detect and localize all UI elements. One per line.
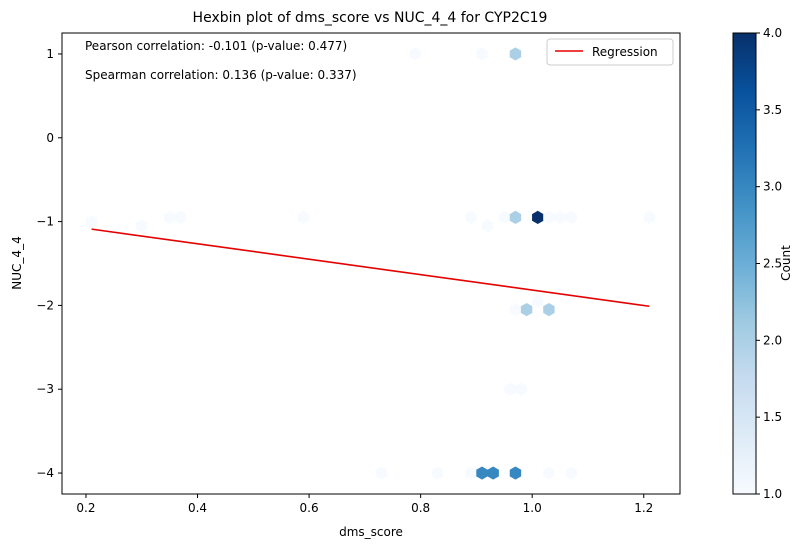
hexbin-cell-4 xyxy=(136,219,148,233)
colorbar-tick-label-5: 3.5 xyxy=(763,103,782,117)
plot-background xyxy=(62,33,680,494)
hexbin-cell-0 xyxy=(409,47,421,61)
hexbin-cell-29 xyxy=(543,466,555,480)
hexbin-cell-16 xyxy=(643,210,656,224)
hexbin-cell-27 xyxy=(487,466,499,480)
x-tick-label-4: 1.0 xyxy=(523,501,542,515)
hexbin-cell-15 xyxy=(565,210,577,224)
legend-box xyxy=(546,38,674,66)
x-tick-label-5: 1.2 xyxy=(634,501,653,515)
hexbin-cell-28 xyxy=(509,466,522,480)
hexbin-cell-10 xyxy=(498,210,511,224)
chart-title: Hexbin plot of dms_score vs NUC_4_4 for … xyxy=(193,10,548,26)
hexbin-cell-30 xyxy=(565,466,577,480)
x-tick-label-2: 0.6 xyxy=(300,501,319,515)
hexbin-cell-23 xyxy=(375,466,388,480)
hexbin-cell-22 xyxy=(515,382,527,396)
hexbin-cell-2 xyxy=(509,47,522,61)
colorbar-tick-label-6: 4.0 xyxy=(763,26,782,40)
x-axis-label: dms_score xyxy=(339,525,403,539)
legend: Regression xyxy=(546,38,674,66)
plot-frame xyxy=(61,32,681,495)
hexbin-cell-6 xyxy=(175,210,187,224)
y-axis-ticks: 1 0 −1 −2 −3 −4 xyxy=(36,47,62,480)
hexbin-cell-5 xyxy=(163,210,176,224)
pearson-annotation: Pearson correlation: -0.101 (p-value: 0.… xyxy=(85,39,347,53)
plot-area xyxy=(61,32,681,495)
hexbin-cell-7 xyxy=(297,210,310,224)
hexbin-cells xyxy=(85,47,656,480)
hexbin-cell-20 xyxy=(543,303,555,317)
colorbar-tick-label-3: 2.5 xyxy=(763,257,782,271)
hexbin-cell-18 xyxy=(520,303,533,317)
x-tick-label-0: 0.2 xyxy=(76,501,95,515)
hexbin-cell-14 xyxy=(554,210,566,224)
colorbar-tick-label-0: 1.0 xyxy=(763,487,782,501)
hexbin-cell-26 xyxy=(476,466,488,480)
hexbin-cell-12 xyxy=(532,210,544,224)
x-axis-ticks: 0.2 0.4 0.6 0.8 1.0 1.2 xyxy=(76,494,653,515)
hexbin-cell-8 xyxy=(465,210,477,224)
hexbin-cell-1 xyxy=(476,47,488,61)
colorbar: 1.0 1.5 2.0 2.5 3.0 3.5 4.0 Count xyxy=(732,26,793,501)
hexbin-cell-3 xyxy=(85,214,98,229)
x-tick-label-1: 0.4 xyxy=(188,501,207,515)
colorbar-tick-label-2: 2.0 xyxy=(763,333,782,347)
y-tick-label-0: 1 xyxy=(46,47,54,61)
colorbar-tick-label-1: 1.5 xyxy=(763,410,782,424)
y-tick-label-2: −1 xyxy=(36,215,54,229)
y-axis-label: NUC_4_4 xyxy=(10,236,24,289)
hexbin-cell-9 xyxy=(481,219,494,233)
y-tick-label-4: −3 xyxy=(36,382,54,396)
hexbin-cell-11 xyxy=(509,210,522,224)
y-tick-label-1: 0 xyxy=(46,131,54,145)
colorbar-tick-label-4: 3.0 xyxy=(763,180,782,194)
colorbar-gradient xyxy=(732,32,757,495)
spearman-annotation: Spearman correlation: 0.136 (p-value: 0.… xyxy=(85,68,357,82)
hexbin-cell-25 xyxy=(465,466,477,480)
hexbin-cell-24 xyxy=(431,466,444,480)
y-tick-label-3: −2 xyxy=(36,298,54,312)
legend-regression-label: Regression xyxy=(592,45,658,59)
hexbin-cell-13 xyxy=(543,210,555,224)
hexbin-cell-17 xyxy=(509,303,522,317)
colorbar-ticks: 1.0 1.5 2.0 2.5 3.0 3.5 4.0 xyxy=(756,26,782,501)
y-tick-label-5: −4 xyxy=(36,466,54,480)
x-tick-label-3: 0.8 xyxy=(411,501,430,515)
regression-line xyxy=(91,228,650,308)
hexbin-cell-21 xyxy=(504,382,516,396)
hexbin-cell-19 xyxy=(532,294,544,308)
colorbar-label: Count xyxy=(779,245,793,281)
